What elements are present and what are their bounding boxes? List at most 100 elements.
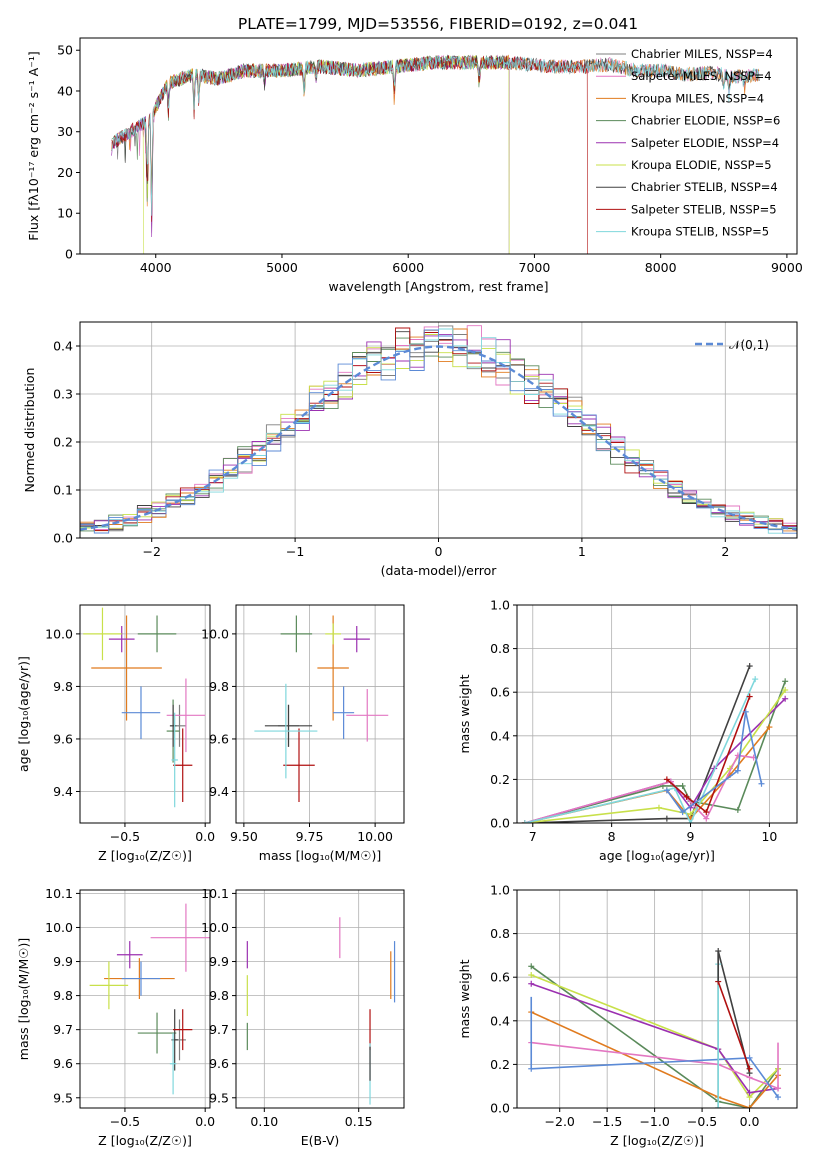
errorbar-point bbox=[121, 961, 161, 996]
errorbar-point bbox=[343, 626, 370, 653]
x-tick-label: −1.0 bbox=[639, 1114, 669, 1129]
plot-area-mw_age bbox=[521, 663, 789, 823]
x-tick-label: 0.0 bbox=[195, 829, 215, 844]
x-tick-label: −1.5 bbox=[592, 1114, 622, 1129]
histogram-step bbox=[80, 337, 797, 532]
y-tick-label: 30 bbox=[57, 124, 73, 139]
y-tick-label: 1.0 bbox=[490, 883, 510, 898]
y-axis-label: Flux [fλ10⁻¹⁷ erg cm⁻² s⁻¹ A⁻¹] bbox=[26, 51, 41, 240]
panel-age_Z: −0.5 0.0 9.4 9.6 9.8 10.0 Z [log₁₀(Z/Z☉)] age [… bbox=[16, 604, 215, 863]
errorbar-point bbox=[171, 1009, 178, 1071]
errorbar-point bbox=[150, 903, 210, 972]
y-tick-label: 0.2 bbox=[490, 1057, 510, 1072]
x-tick-label: 0 bbox=[435, 544, 443, 559]
plot-area-mw_Z bbox=[528, 948, 782, 1108]
legend-label: Chabrier ELODIE, NSSP=6 bbox=[631, 114, 780, 128]
y-tick-label: 9.6 bbox=[209, 731, 229, 746]
y-tick-label: 9.6 bbox=[53, 1056, 73, 1071]
y-tick-label: 9.9 bbox=[209, 954, 229, 969]
y-tick-label: 0.3 bbox=[53, 387, 73, 402]
y-tick-label: 1.0 bbox=[490, 598, 510, 613]
errorbar-point bbox=[83, 607, 122, 661]
y-tick-label: 0.1 bbox=[53, 483, 73, 498]
legend-label: 𝒩(0,1) bbox=[729, 338, 769, 352]
y-tick-label: 9.6 bbox=[209, 1056, 229, 1071]
panel-mass_ebv: 0.10 0.15 9.5 9.6 9.7 9.8 9.9 10.0 10.1 E(B-V) bbox=[201, 886, 405, 1148]
x-tick-label: −0.5 bbox=[110, 829, 140, 844]
series-line bbox=[666, 711, 763, 814]
y-tick-label: 9.5 bbox=[209, 1090, 229, 1105]
x-tick-label: 9000 bbox=[771, 260, 803, 275]
panel-residuals: 𝒩(0,1) −2 −1 0 1 2 0.0 0.1 0.2 0.3 0.4 (data-model)… bbox=[22, 321, 798, 578]
y-tick-label: 20 bbox=[57, 165, 73, 180]
x-tick-label: −2 bbox=[142, 544, 160, 559]
x-axis-label: E(B-V) bbox=[301, 1133, 340, 1148]
plot-area-mass_Z bbox=[89, 903, 210, 1095]
y-tick-label: 10.0 bbox=[201, 920, 229, 935]
x-tick-label: 7000 bbox=[519, 260, 551, 275]
errorbar-point bbox=[346, 689, 389, 742]
y-tick-label: 0.6 bbox=[490, 970, 510, 985]
legend-label: Salpeter MILES, NSSP=4 bbox=[631, 69, 772, 83]
plot-area-spectrum bbox=[111, 54, 760, 254]
y-tick-label: 0.0 bbox=[53, 531, 73, 546]
series-line bbox=[531, 1041, 779, 1090]
x-axis-label: age [log₁₀(age/yr)] bbox=[599, 848, 715, 863]
errorbar-point bbox=[264, 704, 313, 747]
y-tick-label: 0.0 bbox=[490, 816, 510, 831]
y-axis-label: age [log₁₀(age/yr)] bbox=[16, 656, 31, 772]
legend-label: Kroupa MILES, NSSP=4 bbox=[631, 91, 764, 105]
y-tick-label: 9.5 bbox=[53, 1090, 73, 1105]
spectrum-line bbox=[111, 55, 588, 254]
legend-label: Salpeter STELIB, NSSP=5 bbox=[631, 202, 777, 216]
series-line bbox=[524, 754, 754, 823]
figure-title: PLATE=1799, MJD=53556, FIBERID=0192, z=0… bbox=[238, 15, 638, 33]
x-tick-label: −0.5 bbox=[110, 1114, 140, 1129]
errorbar-point bbox=[89, 961, 129, 1010]
x-tick-label: 7 bbox=[529, 829, 537, 844]
x-axis-label: Z [log₁₀(Z/Z☉)] bbox=[98, 848, 192, 863]
legend-label: Kroupa ELODIE, NSSP=5 bbox=[631, 158, 772, 172]
y-tick-label: 10.0 bbox=[201, 626, 229, 641]
y-tick-label: 0.2 bbox=[53, 435, 73, 450]
y-tick-label: 50 bbox=[57, 43, 73, 58]
y-tick-label: 40 bbox=[57, 83, 73, 98]
y-tick-label: 9.8 bbox=[209, 988, 229, 1003]
x-tick-label: 8 bbox=[608, 829, 616, 844]
y-tick-label: 0.4 bbox=[53, 339, 73, 354]
x-axis-label: (data-model)/error bbox=[381, 563, 498, 578]
axes-frame bbox=[516, 604, 798, 824]
x-tick-label: 4000 bbox=[140, 260, 172, 275]
y-axis-label: mass weight bbox=[457, 674, 472, 753]
series-line bbox=[717, 981, 751, 1070]
axes-frame bbox=[235, 889, 405, 1109]
errorbar-point bbox=[137, 1012, 177, 1054]
errorbar-point bbox=[116, 941, 143, 969]
y-tick-label: 9.7 bbox=[209, 1022, 229, 1037]
x-tick-label: 1 bbox=[578, 544, 586, 559]
y-tick-label: 0.0 bbox=[490, 1101, 510, 1116]
errorbar-point bbox=[173, 1009, 193, 1051]
x-tick-label: 9.50 bbox=[230, 829, 258, 844]
x-axis-label: Z [log₁₀(Z/Z☉)] bbox=[610, 1133, 704, 1148]
panel-age_mass: 9.50 9.75 10.00 9.4 9.6 9.8 10.0 mass [log₁₀(M/… bbox=[201, 604, 405, 863]
plot-area-mass_ebv bbox=[246, 917, 396, 1105]
axes-frame bbox=[79, 889, 211, 1109]
panel-mass_Z: −0.5 0.0 9.5 9.6 9.7 9.8 9.9 10.0 10.1 Z [log₁₀(Z… bbox=[16, 886, 215, 1148]
errorbar-point bbox=[325, 623, 341, 645]
legend-label: Salpeter ELODIE, NSSP=4 bbox=[631, 136, 779, 150]
plot-area-age_Z bbox=[83, 607, 206, 808]
axes-frame bbox=[79, 604, 211, 824]
y-axis-label: mass [log₁₀(M/M☉)] bbox=[16, 938, 31, 1060]
y-tick-label: 9.7 bbox=[53, 1022, 73, 1037]
y-tick-label: 10.1 bbox=[201, 886, 229, 901]
errorbar-point bbox=[91, 615, 162, 721]
y-axis-label: Normed distribution bbox=[22, 368, 37, 493]
panel-spectrum: Chabrier MILES, NSSP=4 Salpeter MILES, NS… bbox=[26, 37, 803, 294]
series-line bbox=[524, 678, 756, 823]
errorbar-point bbox=[173, 728, 193, 802]
x-tick-label: −0.5 bbox=[687, 1114, 717, 1129]
x-tick-label: 10.00 bbox=[357, 829, 393, 844]
errorbar-point bbox=[166, 678, 206, 753]
